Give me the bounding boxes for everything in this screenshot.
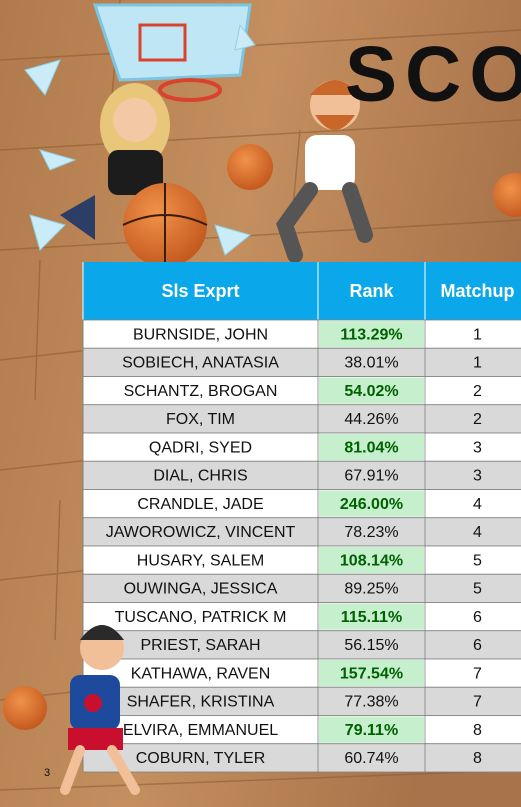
cell-name: COBURN, TYLER — [136, 750, 266, 767]
cell-rank: 115.11% — [341, 609, 402, 626]
cell-matchup: 2 — [473, 383, 482, 400]
cell-matchup: 8 — [473, 750, 482, 767]
cell-rank: 157.54% — [340, 665, 403, 682]
cell-rank: 38.01% — [344, 355, 398, 372]
cell-name: FOX, TIM — [166, 411, 235, 428]
cell-rank: 89.25% — [344, 581, 398, 598]
cell-name: OUWINGA, JESSICA — [124, 581, 278, 598]
cell-name: SCHANTZ, BROGAN — [124, 383, 278, 400]
avatar-player — [3, 625, 140, 795]
table-row — [82, 517, 521, 547]
cell-matchup: 3 — [473, 468, 482, 485]
cell-name: CRANDLE, JADE — [137, 496, 263, 513]
cell-rank: 81.04% — [344, 439, 398, 456]
cell-name: KATHAWA, RAVEN — [131, 665, 271, 682]
cell-name: PRIEST, SARAH — [140, 637, 260, 654]
cell-name: ELVIRA, EMMANUEL — [123, 722, 278, 739]
cell-matchup: 1 — [473, 355, 482, 372]
cell-name: HUSARY, SALEM — [137, 552, 264, 569]
cell-matchup: 4 — [473, 524, 482, 541]
page-number: 3 — [44, 767, 50, 779]
cell-matchup: 3 — [473, 439, 482, 456]
scoreboard-table: Sls Exprt Rank Matchup BURNSIDE, JOHN 113.29… — [82, 262, 521, 773]
cell-rank: 108.14% — [340, 552, 403, 569]
cell-matchup: 8 — [473, 722, 482, 739]
cell-matchup: 6 — [473, 637, 482, 654]
cell-rank: 246.00% — [340, 496, 403, 513]
win-highlight — [319, 660, 424, 687]
header-row — [83, 262, 521, 320]
cell-rank: 44.26% — [344, 411, 398, 428]
cell-matchup: 7 — [473, 694, 482, 711]
cell-matchup: 7 — [473, 665, 482, 682]
win-highlight — [319, 490, 424, 517]
slide-title: SCO — [345, 30, 521, 118]
table-row — [82, 630, 521, 660]
cell-matchup: 6 — [473, 609, 482, 626]
win-highlight — [319, 377, 424, 404]
table-row — [82, 319, 521, 349]
cell-rank: 77.38% — [344, 694, 398, 711]
table-row — [82, 658, 521, 688]
cell-name: SOBIECH, ANATASIA — [122, 355, 279, 372]
cell-name: QADRI, SYED — [149, 439, 252, 456]
header-cell: Sls Exprt — [161, 281, 239, 301]
cell-rank: 60.74% — [344, 750, 398, 767]
cell-rank: 56.15% — [344, 637, 398, 654]
header-cell: Matchup — [441, 281, 515, 301]
table-row — [82, 460, 521, 490]
cell-rank: 79.11% — [345, 722, 398, 739]
win-highlight — [319, 716, 424, 743]
table-row — [82, 715, 521, 745]
cell-matchup: 1 — [473, 326, 482, 343]
table-row — [82, 545, 521, 575]
cell-rank: 113.29% — [340, 326, 402, 343]
cell-name: DIAL, CHRIS — [153, 468, 247, 485]
cell-rank: 78.23% — [344, 524, 398, 541]
avatar-woman — [60, 83, 208, 267]
cell-name: BURNSIDE, JOHN — [133, 326, 268, 343]
cell-matchup: 5 — [473, 581, 482, 598]
table-row — [82, 404, 521, 434]
table-row — [82, 347, 521, 377]
header-cell: Rank — [349, 281, 394, 301]
cell-matchup: 5 — [473, 552, 482, 569]
cell-name: JAWOROWICZ, VINCENT — [106, 524, 296, 541]
table-row — [82, 602, 521, 632]
win-highlight — [319, 547, 424, 574]
win-highlight — [319, 321, 424, 348]
table-row — [82, 376, 521, 406]
cell-rank: 67.91% — [344, 468, 398, 485]
win-highlight — [319, 434, 424, 461]
cell-name: SHAFER, KRISTINA — [127, 694, 275, 711]
avatar-man — [227, 80, 521, 263]
win-highlight — [319, 603, 424, 630]
cell-rank: 54.02% — [344, 383, 398, 400]
cell-matchup: 2 — [473, 411, 482, 428]
cell-matchup: 4 — [473, 496, 482, 513]
backboard-illustration — [24, 3, 256, 256]
table-row — [82, 432, 521, 462]
table-row — [82, 573, 521, 603]
cell-name: TUSCANO, PATRICK M — [115, 609, 287, 626]
table-row — [82, 489, 521, 519]
table-row — [82, 686, 521, 716]
